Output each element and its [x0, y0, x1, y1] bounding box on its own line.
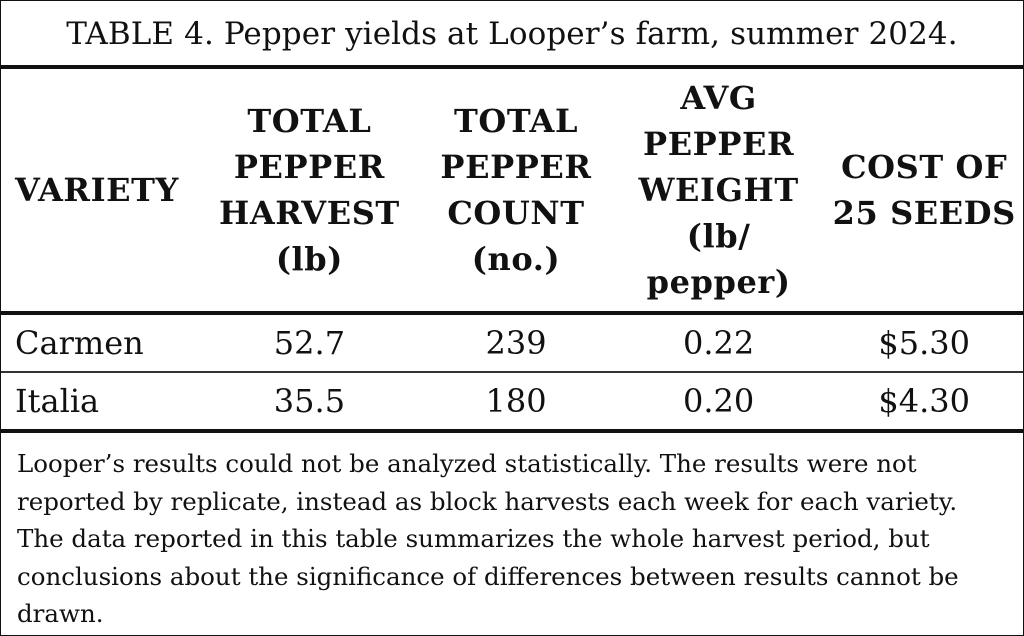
- footnote-line: conclusions about the significance of di…: [17, 561, 959, 591]
- header-total-harvest: TOTAL PEPPER HARVEST (lb): [199, 98, 421, 282]
- header-line: (lb): [275, 240, 344, 278]
- footnote-line: Looper’s results could not be analyzed s…: [17, 449, 917, 478]
- header-line: PEPPER: [233, 148, 385, 186]
- header-line: PEPPER: [440, 148, 592, 186]
- header-variety: VARIETY: [1, 167, 199, 213]
- table-row: Italia 35.5 180 0.20 $4.30: [1, 373, 1023, 429]
- cell-seed-cost: $5.30: [878, 324, 971, 362]
- table-footnote: Looper’s results could not be analyzed s…: [1, 433, 1023, 633]
- header-line: TOTAL: [453, 102, 579, 140]
- header-row: VARIETY TOTAL PEPPER HARVEST (lb) TOTAL …: [1, 69, 1023, 311]
- cell-avg-weight: 0.22: [682, 324, 755, 362]
- header-seed-cost: COST OF 25 SEEDS: [825, 144, 1023, 236]
- table-row: Carmen 52.7 239 0.22 $5.30: [1, 315, 1023, 371]
- header-line: (no.): [471, 240, 561, 278]
- header-line: COUNT: [447, 194, 585, 232]
- header-line: AVG: [680, 79, 757, 117]
- header-line: 25 SEEDS: [832, 194, 1016, 232]
- cell-variety: Carmen: [15, 324, 144, 362]
- header-line: HARVEST: [218, 194, 400, 232]
- header-avg-weight: AVG PEPPER WEIGHT (lb/ pepper): [612, 75, 826, 305]
- header-line: PEPPER: [643, 125, 795, 163]
- header-line: VARIETY: [15, 171, 179, 209]
- header-line: WEIGHT: [638, 171, 799, 209]
- cell-seed-cost: $4.30: [878, 382, 971, 420]
- header-line: pepper): [646, 263, 791, 301]
- footnote-line: drawn.: [17, 599, 104, 628]
- bottom-rule: [1, 429, 1023, 433]
- cell-harvest: 52.7: [273, 324, 346, 362]
- header-line: TOTAL: [247, 102, 372, 140]
- header-line: COST OF: [841, 148, 1008, 186]
- cell-harvest: 35.5: [273, 382, 346, 420]
- cell-variety: Italia: [15, 382, 100, 420]
- header-rule: [1, 311, 1023, 315]
- top-rule: [1, 65, 1023, 69]
- cell-count: 239: [485, 324, 547, 362]
- cell-count: 180: [485, 382, 547, 420]
- header-total-count: TOTAL PEPPER COUNT (no.): [420, 98, 612, 282]
- footnote-line: The data reported in this table summariz…: [17, 524, 930, 553]
- row-divider: [1, 371, 1023, 373]
- footnote-line: reported by replicate, instead as block …: [17, 486, 958, 516]
- cell-avg-weight: 0.20: [682, 382, 755, 420]
- header-line: (lb/: [686, 217, 751, 255]
- table-caption: TABLE 4. Pepper yields at Looper’s farm,…: [66, 16, 958, 52]
